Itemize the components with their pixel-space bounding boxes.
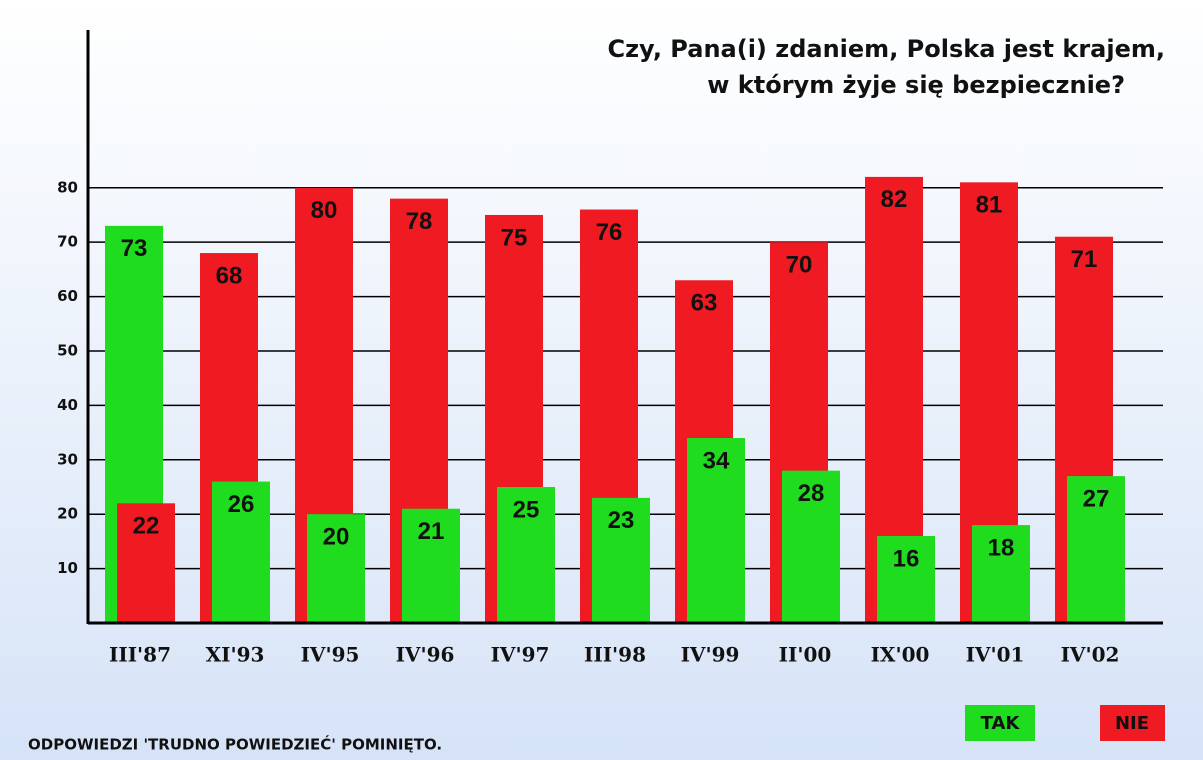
x-tick-label: IV'96 xyxy=(396,643,455,667)
value-label: 26 xyxy=(228,491,255,518)
value-label: 82 xyxy=(881,186,908,213)
legend-label: NIE xyxy=(1115,713,1149,734)
x-tick-label: III'98 xyxy=(584,643,646,667)
y-tick-label: 40 xyxy=(57,396,78,414)
bar xyxy=(972,525,1030,623)
x-tick-label: IX'00 xyxy=(871,643,930,667)
x-tick-label: IV'95 xyxy=(301,643,360,667)
value-label: 21 xyxy=(418,518,445,545)
value-label: 34 xyxy=(703,447,730,474)
legend-swatch xyxy=(965,705,1035,741)
value-label: 70 xyxy=(786,252,813,279)
legend-swatch xyxy=(1100,705,1165,741)
footnote: ODPOWIEDZI 'TRUDNO POWIEDZIEĆ' POMINIĘTO… xyxy=(28,735,442,754)
bar xyxy=(497,486,555,623)
value-label: 18 xyxy=(988,534,1015,561)
bar xyxy=(877,535,935,623)
y-tick-label: 50 xyxy=(57,341,78,359)
bar xyxy=(402,508,460,623)
bar xyxy=(782,470,840,623)
y-tick-label: 70 xyxy=(57,233,78,251)
chart-title: Czy, Pana(i) zdaniem, Polska jest krajem… xyxy=(607,35,1165,63)
legend-label: TAK xyxy=(981,713,1021,734)
chart-title: w którym żyje się bezpiecznie? xyxy=(707,71,1125,99)
value-label: 78 xyxy=(406,208,433,235)
value-label: 68 xyxy=(216,262,243,289)
value-label: 76 xyxy=(596,219,623,246)
x-tick-label: II'00 xyxy=(779,643,832,667)
value-label: 27 xyxy=(1083,485,1110,512)
y-tick-label: 30 xyxy=(57,450,78,468)
value-label: 22 xyxy=(133,513,160,540)
value-label: 28 xyxy=(798,480,825,507)
y-tick-label: 20 xyxy=(57,505,78,523)
value-label: 75 xyxy=(501,224,528,251)
x-tick-label: IV'99 xyxy=(681,643,740,667)
bar xyxy=(687,438,745,623)
value-label: 20 xyxy=(323,524,350,551)
y-tick-label: 60 xyxy=(57,287,78,305)
value-label: 63 xyxy=(691,290,718,317)
bar xyxy=(1067,476,1125,623)
x-tick-label: XI'93 xyxy=(206,643,265,667)
y-tick-label: 80 xyxy=(57,178,78,196)
bar xyxy=(212,481,270,623)
value-label: 71 xyxy=(1071,246,1098,273)
value-label: 25 xyxy=(513,496,540,523)
value-label: 81 xyxy=(976,192,1003,219)
x-tick-label: III'87 xyxy=(109,643,171,667)
bar xyxy=(592,497,650,623)
x-tick-label: IV'01 xyxy=(966,643,1025,667)
value-label: 73 xyxy=(121,235,148,262)
value-label: 80 xyxy=(311,197,338,224)
y-tick-label: 10 xyxy=(57,559,78,577)
bar xyxy=(307,514,365,623)
x-tick-label: IV'02 xyxy=(1061,643,1120,667)
x-tick-label: IV'97 xyxy=(491,643,550,667)
value-label: 16 xyxy=(893,545,920,572)
bar xyxy=(117,503,175,623)
value-label: 23 xyxy=(608,507,635,534)
